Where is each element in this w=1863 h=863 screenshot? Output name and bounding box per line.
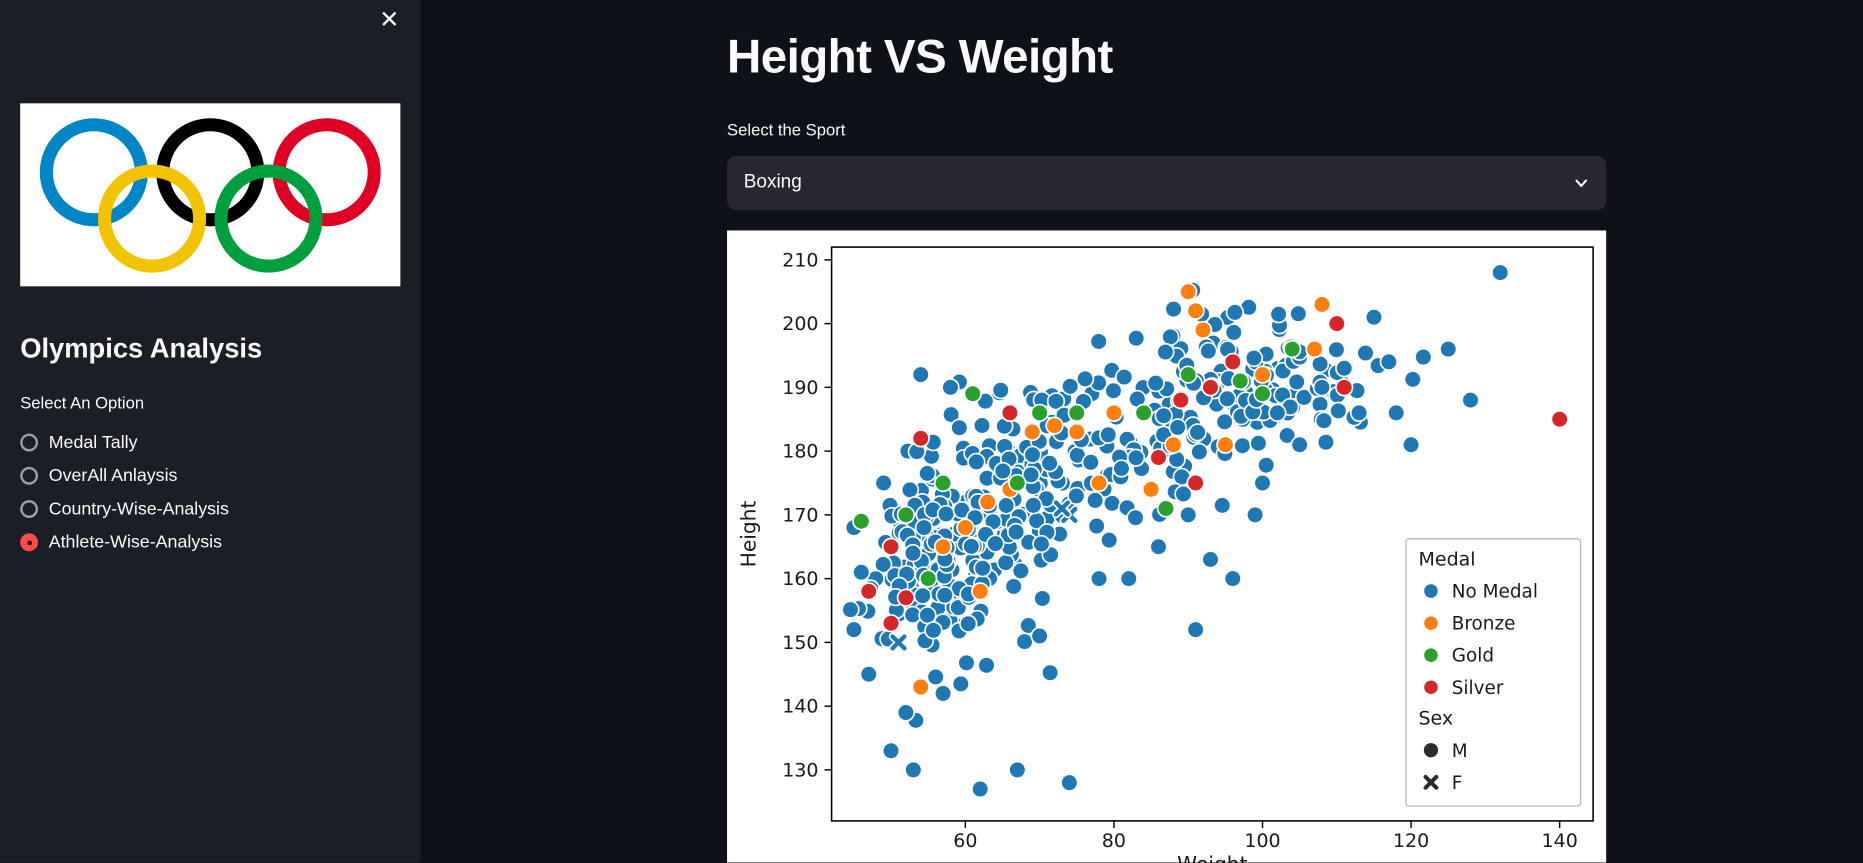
svg-text:140: 140 xyxy=(1542,830,1578,852)
sidebar-title: Olympics Analysis xyxy=(20,332,263,364)
svg-text:150: 150 xyxy=(782,632,818,654)
legend-swatch-silver-icon xyxy=(1422,679,1439,696)
svg-text:120: 120 xyxy=(1393,830,1429,852)
legend-item-gold: Gold xyxy=(1416,639,1570,671)
chevron-down-icon xyxy=(1575,179,1588,187)
svg-text:Weight: Weight xyxy=(1177,852,1247,863)
radio-option-label: OverAll Anlaysis xyxy=(48,465,178,486)
svg-text:190: 190 xyxy=(782,377,818,399)
sport-selectbox[interactable]: Boxing xyxy=(727,155,1607,211)
svg-text:60: 60 xyxy=(953,830,977,852)
svg-text:100: 100 xyxy=(1244,830,1280,852)
page-title: Height VS Weight xyxy=(727,30,1113,84)
scatter-plot: 60 80 100 120 140 130 140 150 160 170 180 190 200 210… xyxy=(737,246,1594,863)
legend-item-no-medal: No Medal xyxy=(1416,575,1570,607)
radio-option[interactable]: Country-Wise-Analysis xyxy=(20,499,229,519)
radio-icon xyxy=(20,433,39,452)
svg-text:130: 130 xyxy=(782,759,818,781)
radio-option[interactable]: Athlete-Wise-Analysis xyxy=(20,532,229,552)
svg-text:80: 80 xyxy=(1102,830,1126,852)
radio-group-label: Select An Option xyxy=(20,393,145,413)
svg-text:200: 200 xyxy=(782,313,818,335)
legend-medal-title: Medal xyxy=(1418,547,1476,571)
legend-swatch-no-medal-icon xyxy=(1422,583,1439,599)
analysis-radio-group: Medal Tally OverAll Anlaysis Country-Wis… xyxy=(20,432,229,552)
chart-legend: Medal No Medal Bronze Gold xyxy=(1405,538,1582,807)
legend-swatch-gold-icon xyxy=(1422,647,1439,664)
svg-text:180: 180 xyxy=(782,441,818,463)
radio-option-label: Medal Tally xyxy=(48,432,138,453)
radio-icon xyxy=(20,533,39,552)
scatter-points xyxy=(841,263,1569,799)
sidebar: ✕ Olympics Analysis Select An Option Med… xyxy=(0,0,421,863)
legend-swatch-male-icon xyxy=(1423,743,1439,758)
svg-text:160: 160 xyxy=(782,568,818,590)
radio-option[interactable]: OverAll Anlaysis xyxy=(20,466,229,486)
svg-text:Height: Height xyxy=(737,501,761,568)
radio-icon xyxy=(20,466,39,485)
legend-sex-title: Sex xyxy=(1418,706,1454,730)
legend-item-female: F xyxy=(1416,766,1570,798)
radio-icon xyxy=(20,500,39,518)
scatter-figure: 60 80 100 120 140 130 140 150 160 170 180 190 200 210… xyxy=(727,230,1607,863)
svg-text:140: 140 xyxy=(782,696,818,718)
sidebar-close-icon[interactable]: ✕ xyxy=(372,0,406,40)
legend-swatch-bronze-icon xyxy=(1422,615,1439,632)
sport-selectbox-value: Boxing xyxy=(743,172,802,193)
legend-item-silver: Silver xyxy=(1416,671,1570,703)
sport-select-label: Select the Sport xyxy=(727,119,846,139)
radio-option-label: Athlete-Wise-Analysis xyxy=(48,532,223,553)
legend-item-bronze: Bronze xyxy=(1416,607,1570,639)
svg-text:210: 210 xyxy=(782,249,818,271)
legend-item-male: M xyxy=(1416,734,1570,766)
olympic-rings-icon xyxy=(39,118,381,273)
legend-swatch-female-icon xyxy=(1423,774,1439,790)
radio-option-label: Country-Wise-Analysis xyxy=(48,498,229,520)
olympic-logo xyxy=(20,103,401,287)
svg-text:170: 170 xyxy=(782,504,818,526)
radio-option[interactable]: Medal Tally xyxy=(20,432,229,453)
